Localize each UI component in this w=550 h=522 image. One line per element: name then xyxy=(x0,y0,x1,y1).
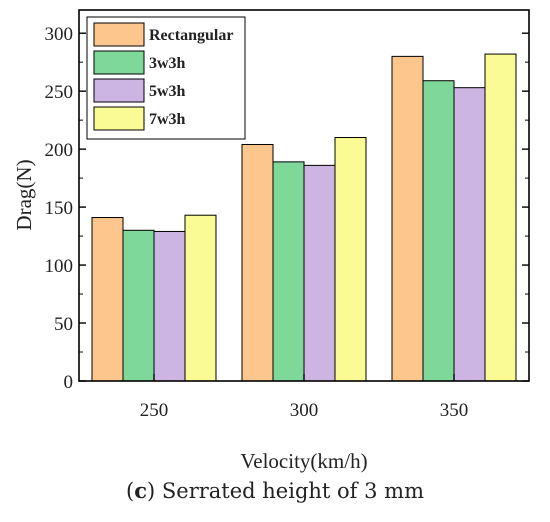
bar-Rectangular-300 xyxy=(241,143,274,382)
figure-caption: (c) Serrated height of 3 mm xyxy=(0,478,550,503)
bar-5w3h-300 xyxy=(303,164,336,382)
x-tick-label: 300 xyxy=(290,400,319,421)
bar-Rectangular-250 xyxy=(91,217,124,382)
bar-5w3h-250 xyxy=(153,230,186,382)
y-axis-label: Drag(N) xyxy=(12,159,36,230)
bar-7w3h-300 xyxy=(334,137,367,382)
legend-label-Rectangular: Rectangular xyxy=(149,27,233,44)
bars-layer xyxy=(91,53,517,382)
legend-swatch-3w3h xyxy=(93,50,145,75)
bar-3w3h-300 xyxy=(272,161,305,382)
y-tick-label: 100 xyxy=(45,256,74,277)
bar-3w3h-250 xyxy=(122,229,155,382)
x-axis-label: Velocity(km/h) xyxy=(240,449,367,473)
bar-7w3h-250 xyxy=(184,214,217,382)
legend-swatch-7w3h xyxy=(93,106,145,131)
legend-swatch-Rectangular xyxy=(93,22,145,47)
legend-swatch-5w3h xyxy=(93,78,145,103)
bar-5w3h-350 xyxy=(453,87,486,382)
y-tick-label: 50 xyxy=(54,314,73,335)
caption-letter: c xyxy=(134,478,147,503)
y-tick-label: 300 xyxy=(45,24,74,45)
bar-7w3h-350 xyxy=(484,53,517,382)
bar-Rectangular-350 xyxy=(391,55,424,382)
legend-label-3w3h: 3w3h xyxy=(149,55,186,72)
y-tick-label: 200 xyxy=(45,140,74,161)
caption-text: Serrated height of 3 mm xyxy=(155,479,424,503)
x-axis: 250 300 350 xyxy=(140,374,469,421)
bar-3w3h-350 xyxy=(422,80,455,382)
caption-open: ( xyxy=(126,479,135,503)
y-tick-label: 0 xyxy=(64,372,74,393)
y-tick-label: 150 xyxy=(45,198,74,219)
legend-label-5w3h: 5w3h xyxy=(149,83,186,100)
legend: Rectangular 3w3h 5w3h 7w3h xyxy=(86,16,246,140)
y-axis: 0 50 100 150 200 250 300 xyxy=(45,24,529,393)
legend-label-7w3h: 7w3h xyxy=(149,111,186,128)
bar-chart: 0 50 100 150 200 250 300 250 300 350 Drag(N) Vel… xyxy=(12,9,530,473)
x-tick-label: 250 xyxy=(140,400,169,421)
x-tick-label: 350 xyxy=(440,400,469,421)
y-tick-label: 250 xyxy=(45,82,74,103)
caption-close: ) xyxy=(147,479,156,503)
